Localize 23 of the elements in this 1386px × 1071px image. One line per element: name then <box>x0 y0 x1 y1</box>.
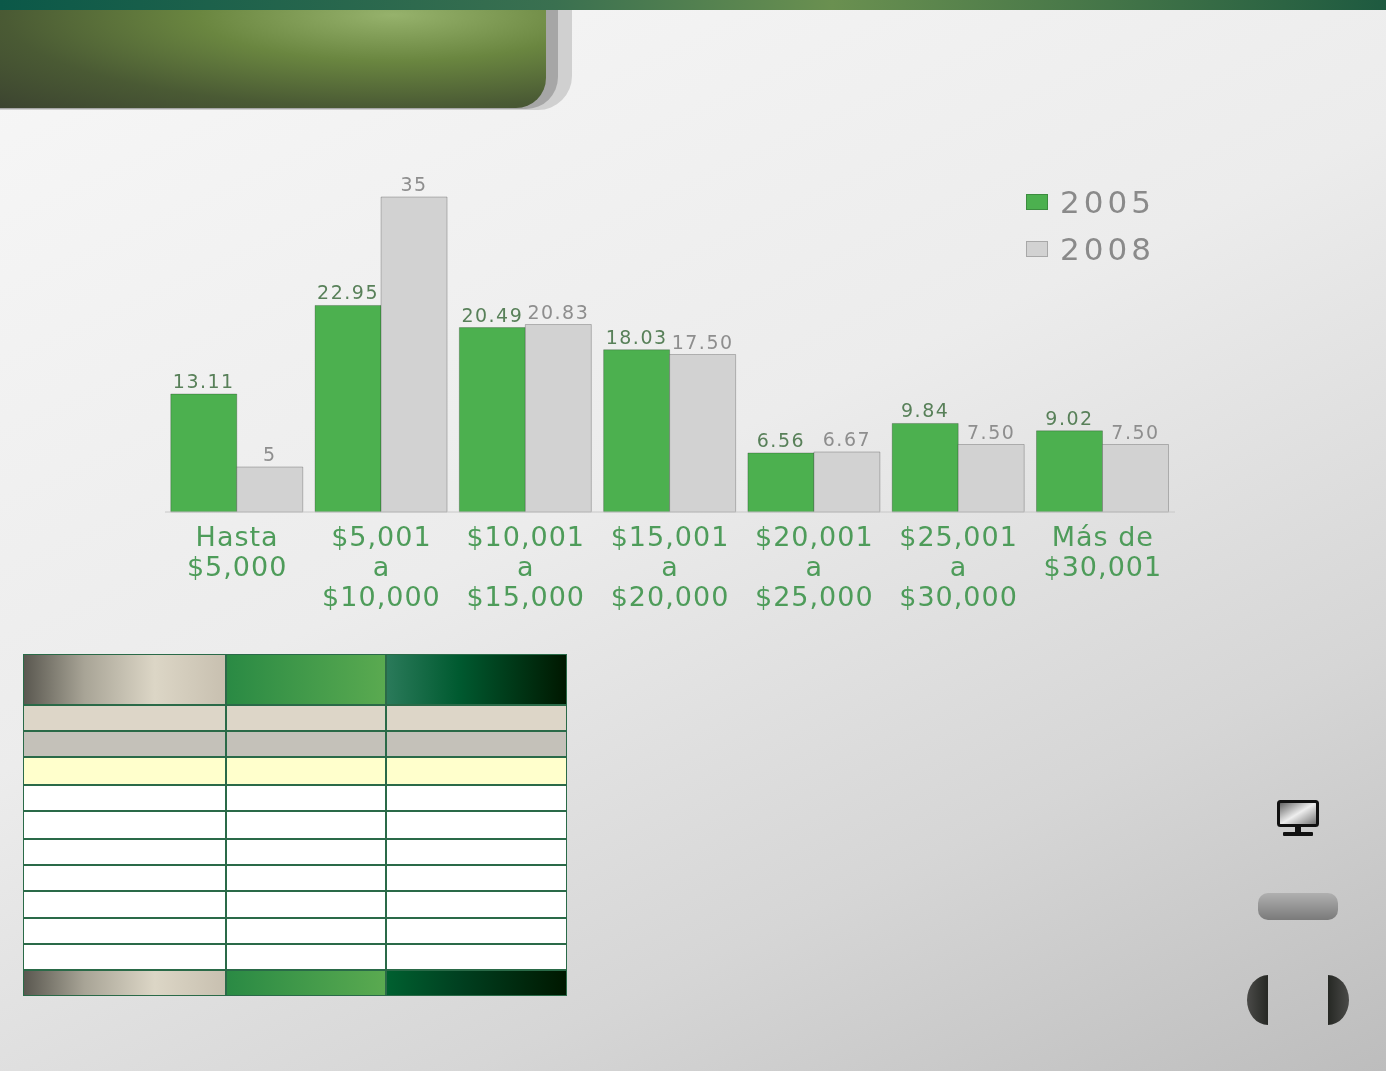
x-tick-label: $5,001 a $10,000 <box>322 521 441 612</box>
x-tick-label: $15,001 a $20,000 <box>610 521 730 612</box>
data-label: 9.02 <box>1045 406 1094 429</box>
legend-label: 2005 <box>1060 183 1155 220</box>
x-tick-label: $10,001 a $15,000 <box>466 521 586 612</box>
data-label: 9.84 <box>901 399 950 422</box>
x-tick-label: Más de $30,001 <box>1043 521 1163 582</box>
data-label: 6.67 <box>822 427 872 450</box>
data-label: 13.11 <box>172 370 235 393</box>
data-label: 18.03 <box>605 325 668 348</box>
data-label: 35 <box>400 173 428 195</box>
data-label: 7.50 <box>967 420 1016 443</box>
legend-label: 2008 <box>1060 230 1155 267</box>
data-label: 20.49 <box>461 303 524 326</box>
x-tick-label: Hasta $5,000 <box>186 521 288 582</box>
x-tick-label: $20,001 a $25,000 <box>754 521 874 612</box>
data-label: 17.50 <box>671 330 734 353</box>
data-label: 7.50 <box>1111 420 1160 443</box>
x-tick-label: $25,001 a $30,000 <box>899 521 1018 612</box>
data-label: 5 <box>262 443 277 465</box>
data-label: 22.95 <box>317 281 380 304</box>
data-label: 6.56 <box>756 428 806 451</box>
data-label: 20.83 <box>527 300 590 323</box>
